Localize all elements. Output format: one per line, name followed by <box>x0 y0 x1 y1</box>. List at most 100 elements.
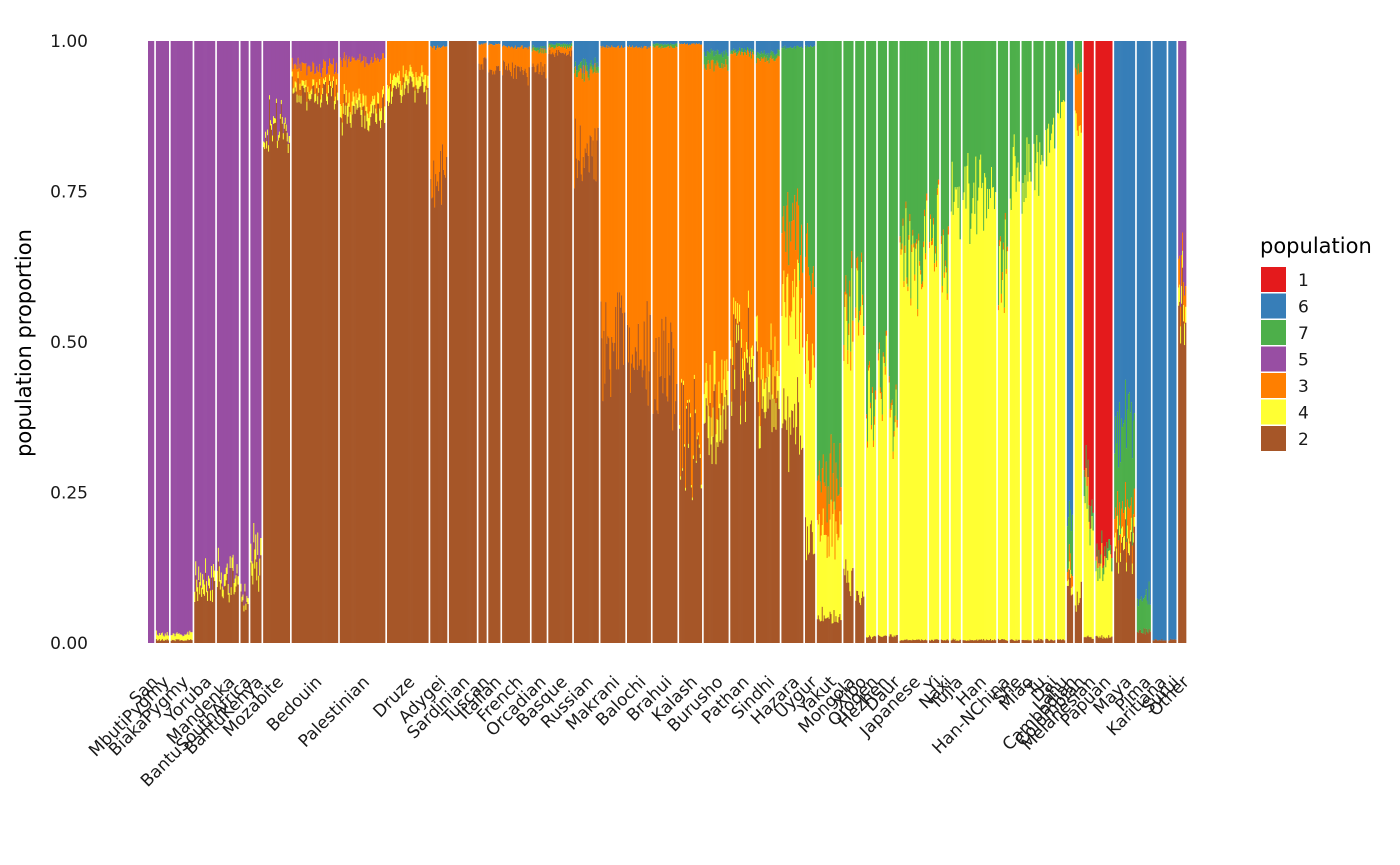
bar-segment-5 <box>165 41 168 636</box>
bar-segment-3 <box>349 62 351 113</box>
bar-segment-5 <box>216 41 219 571</box>
bar-segment-2 <box>229 568 231 643</box>
bar-segment-7 <box>773 53 775 61</box>
bar-segment-2 <box>860 605 862 643</box>
bar-segment-4 <box>727 371 729 406</box>
bar-segment-3 <box>377 57 379 93</box>
bar-segment-2 <box>585 153 587 643</box>
bar-segment-2 <box>207 600 209 643</box>
bar-segment-4 <box>359 94 361 108</box>
bar-segment-3 <box>445 46 448 157</box>
bar-segment-4 <box>911 252 913 641</box>
bar-segment-5 <box>162 41 165 636</box>
bar-segment-2 <box>994 640 997 643</box>
bar-segment-4 <box>377 92 379 104</box>
bar-segment-3 <box>812 266 815 356</box>
bar-segment-6 <box>480 41 482 45</box>
bar-segment-5 <box>283 41 286 123</box>
bar-segment-6 <box>1129 41 1132 413</box>
bar-segment-7 <box>1051 41 1053 134</box>
bar-segment-4 <box>840 524 842 621</box>
bar-segment-2 <box>263 147 265 643</box>
bar-segment-6 <box>588 41 590 75</box>
bar-segment-4 <box>830 499 832 615</box>
bar-segment-7 <box>555 44 557 48</box>
bar-segment-6 <box>595 41 597 68</box>
bar-segment-6 <box>566 41 568 45</box>
bar-segment-7 <box>559 43 561 47</box>
bar-segment-2 <box>990 638 992 643</box>
bar-segment-7 <box>532 45 534 48</box>
bar-segment-4 <box>1124 507 1127 520</box>
bar-segment-4 <box>823 535 826 616</box>
bar-segment-2 <box>259 575 261 643</box>
bar-segment-3 <box>671 46 673 332</box>
bar-segment-3 <box>607 48 609 337</box>
bar-segment-4 <box>157 635 160 641</box>
bar-segment-3 <box>759 61 762 427</box>
bar-segment-2 <box>744 422 747 643</box>
bar-segment-5 <box>347 41 350 59</box>
bar-segment-2 <box>943 640 946 643</box>
bar-segment-2 <box>648 371 650 643</box>
bar-segment-2 <box>985 640 987 643</box>
bar-segment-3 <box>520 45 523 67</box>
bar-segment-4 <box>246 595 248 602</box>
bar-segment-3 <box>627 47 630 363</box>
bar-segment-6 <box>563 41 565 44</box>
bar-segment-4 <box>758 416 761 449</box>
group-han <box>962 41 997 643</box>
bar-segment-4 <box>892 459 894 638</box>
bar-segment-5 <box>243 41 245 606</box>
bar-segment-6 <box>561 41 563 45</box>
bar-segment-5 <box>294 41 296 64</box>
bar-segment-2 <box>986 639 988 643</box>
bar-segment-2 <box>1062 639 1065 643</box>
bar-segment-3 <box>371 57 373 102</box>
bar-segment-7 <box>1074 41 1077 68</box>
bar-segment-2 <box>421 76 423 644</box>
bar-segment-4 <box>965 208 967 641</box>
bar-segment-3 <box>379 62 381 109</box>
bar-segment-5 <box>196 41 198 580</box>
bar-segment-3 <box>542 48 544 67</box>
bar-segment-6 <box>542 41 544 46</box>
legend-swatch-2 <box>1261 426 1286 451</box>
bar-segment-3 <box>492 44 494 75</box>
bar-segment-4 <box>255 534 257 560</box>
bar-segment-4 <box>275 98 278 103</box>
bar-segment-2 <box>431 198 433 643</box>
bar-segment-3 <box>433 45 435 161</box>
bar-segment-4 <box>282 133 285 140</box>
group-brahui <box>652 41 678 643</box>
bar-segment-3 <box>906 277 908 284</box>
bar-segment-2 <box>184 640 186 643</box>
bar-segment-6 <box>749 41 752 49</box>
bar-segment-4 <box>272 116 275 124</box>
bar-segment-2 <box>287 153 290 643</box>
bar-segment-3 <box>365 56 367 96</box>
bar-segment-7 <box>1083 470 1085 497</box>
bar-segment-3 <box>577 72 580 160</box>
bar-segment-7 <box>805 45 807 257</box>
bar-segment-2 <box>950 640 953 643</box>
bar-segment-3 <box>775 58 777 404</box>
bar-segment-4 <box>235 575 237 587</box>
bar-segment-5 <box>177 41 179 634</box>
bar-segment-6 <box>597 41 599 67</box>
bar-segment-7 <box>825 41 827 462</box>
bar-segment-2 <box>444 177 447 643</box>
bar-segment-2 <box>602 401 604 643</box>
bar-segment-7 <box>954 41 956 188</box>
bar-segment-4 <box>760 347 763 380</box>
bar-segment-3 <box>328 66 330 86</box>
group-oroqen <box>866 41 877 643</box>
bar-segment-2 <box>425 85 427 643</box>
bar-segment-2 <box>975 640 977 643</box>
bar-segment-5 <box>286 41 289 133</box>
bar-segment-3 <box>585 70 587 154</box>
bar-segment-5 <box>228 41 230 594</box>
bar-segment-7 <box>976 41 978 235</box>
bar-segment-3 <box>414 41 416 91</box>
group-hazara <box>781 41 804 643</box>
